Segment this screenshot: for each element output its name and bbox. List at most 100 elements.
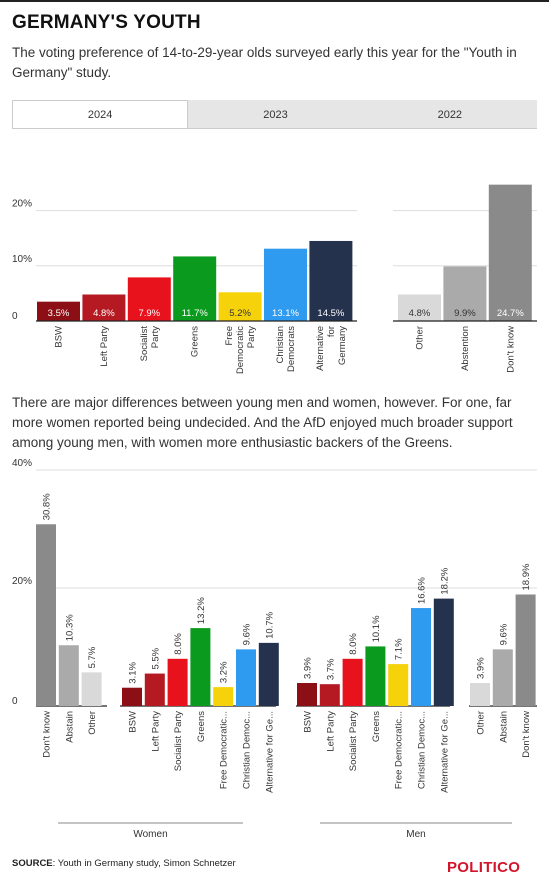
top-rule	[0, 0, 549, 2]
category-label: Abstain	[498, 711, 509, 743]
value-label: 7.9%	[138, 308, 160, 319]
tab-2023[interactable]: 2023	[188, 100, 363, 129]
value-label: 8.0%	[348, 633, 359, 655]
bar-women-abstain	[58, 645, 79, 706]
bar-bsw	[37, 301, 80, 321]
bar-men-don-t-know	[515, 594, 536, 706]
page-subtitle: The voting preference of 14-to-29-year o…	[12, 45, 517, 80]
page-title: GERMANY'S YOUTH	[12, 12, 201, 33]
bar-other	[398, 294, 441, 321]
bar-free-democratic-party	[218, 292, 262, 321]
value-label: 3.2%	[219, 661, 230, 683]
category-label: BSW	[128, 711, 139, 733]
value-label: 16.6%	[417, 577, 428, 604]
bar-men-bsw	[297, 682, 317, 706]
category-label: Socialist Party	[173, 711, 184, 771]
category-label: for	[326, 326, 337, 337]
category-label: Other	[87, 711, 98, 735]
bar-women-free-democratic	[213, 687, 234, 706]
bar-men-other	[470, 682, 490, 706]
value-label: 8.0%	[173, 633, 184, 655]
category-label: Free Democratic...	[219, 711, 230, 789]
bar-men-abstain	[492, 649, 513, 706]
bar-men-left-party	[319, 684, 340, 706]
tab-2022[interactable]: 2022	[362, 100, 537, 129]
category-label: Free	[224, 326, 235, 346]
chart-by-gender: 0 20% 40% 30.8% Don't know 10.3% Abstain 5.7% Ot…	[12, 458, 537, 840]
politico-logo: POLITICO	[447, 859, 521, 876]
year-tabs: 2024 2023 2022	[12, 100, 537, 129]
category-label: Christian Democ...	[242, 711, 253, 789]
category-label: Abstain	[64, 711, 75, 743]
chart-2024-overall: 0 10% 20% 3.5% BSW 4.8% Left Party 7.9% Socialis…	[12, 184, 537, 374]
value-label: 18.2%	[439, 567, 450, 594]
category-label: BSW	[54, 326, 65, 348]
bar-women-greens	[190, 628, 211, 706]
category-label: Alternative for Ge...	[264, 711, 275, 793]
tab-underline	[12, 128, 537, 129]
bar-left-party	[82, 294, 126, 321]
bar-women-alternative-for-ge	[258, 642, 279, 706]
category-label: Christian	[275, 326, 286, 364]
category-label: Party	[246, 326, 257, 348]
bar-women-don-t-know	[36, 524, 56, 706]
y-tick-label: 40%	[12, 458, 32, 469]
value-label: 13.2%	[196, 597, 207, 624]
bar-women-other	[81, 672, 102, 706]
category-label: Greens	[371, 711, 382, 742]
category-label: Party	[150, 326, 161, 348]
category-label: Socialist Party	[348, 711, 359, 771]
category-label: Left Party	[325, 711, 336, 752]
section-label-women: Women	[133, 829, 167, 840]
bar-women-christian-democ	[236, 649, 256, 706]
y-tick-label: 0	[12, 696, 18, 707]
bar-don-t-know	[488, 184, 532, 321]
value-label: 3.5%	[48, 308, 70, 319]
value-label: 3.9%	[476, 657, 487, 679]
bar-alternative-for-germany	[309, 240, 353, 321]
bar-men-greens	[365, 646, 386, 706]
bar-men-free-democratic	[388, 664, 409, 706]
bar-abstention	[443, 266, 487, 321]
bar-women-left-party	[144, 673, 165, 706]
value-label: 30.8%	[42, 493, 53, 520]
value-label: 9.9%	[454, 308, 476, 319]
category-label: Left Party	[150, 711, 161, 752]
value-label: 10.1%	[371, 615, 382, 642]
category-label: Abstention	[460, 326, 471, 371]
value-label: 3.9%	[303, 657, 314, 679]
value-label: 9.6%	[498, 623, 509, 645]
gender-intro-text: There are major differences between youn…	[12, 395, 513, 450]
tab-2024[interactable]: 2024	[12, 100, 189, 129]
y-tick-label: 0	[12, 311, 18, 322]
bar-women-bsw	[122, 687, 142, 706]
value-label: 4.8%	[93, 308, 115, 319]
value-label: 11.7%	[182, 308, 209, 319]
bar-men-socialist-party	[342, 658, 363, 706]
y-tick-label: 20%	[12, 199, 32, 210]
value-label: 13.1%	[272, 308, 299, 319]
category-label: Left Party	[99, 326, 110, 367]
category-label: Don't know	[521, 711, 532, 758]
value-label: 10.3%	[64, 614, 75, 641]
section-label-men: Men	[406, 829, 425, 840]
category-label: Democrats	[286, 326, 297, 372]
y-tick-label: 20%	[12, 576, 32, 587]
value-label: 3.7%	[325, 658, 336, 680]
value-label: 14.5%	[317, 308, 344, 319]
value-label: 5.5%	[150, 647, 161, 669]
bar-women-socialist-party	[167, 658, 188, 706]
category-label: Christian Democ...	[417, 711, 428, 789]
category-label: Alternative	[315, 326, 326, 371]
bar-greens	[173, 256, 217, 321]
category-label: Alternative for Ge...	[439, 711, 450, 793]
category-label: Don't know	[505, 326, 516, 373]
value-label: 9.6%	[242, 623, 253, 645]
bar-christian-democrats	[264, 248, 307, 321]
y-tick-label: 10%	[12, 254, 32, 265]
category-label: Greens	[196, 711, 207, 742]
category-label: BSW	[303, 711, 314, 733]
bar-socialist-party	[127, 277, 171, 321]
value-label: 3.1%	[128, 662, 139, 684]
value-label: 7.1%	[394, 638, 405, 660]
